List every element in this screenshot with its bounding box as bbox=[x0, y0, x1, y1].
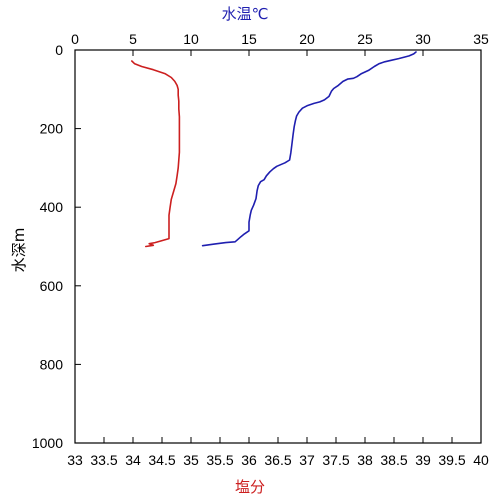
salinity-profile-line bbox=[131, 60, 181, 248]
x-top-tick-label: 20 bbox=[299, 31, 315, 47]
x-top-tick-label: 30 bbox=[415, 31, 431, 47]
x-top-tick-label: 35 bbox=[473, 31, 489, 47]
x-top-tick-label: 25 bbox=[357, 31, 373, 47]
x-bottom-tick-label: 38 bbox=[357, 452, 373, 468]
x-axis-bottom: 33 33.5 34 34.5 35 35.5 36 36.5 37 37.5 38 38.5 39 39… bbox=[67, 437, 489, 468]
x-bottom-tick-label: 40 bbox=[473, 452, 489, 468]
x-top-tick-label: 0 bbox=[71, 31, 79, 47]
x-bottom-tick-label: 39.5 bbox=[438, 452, 465, 468]
x-bottom-tick-label: 33.5 bbox=[90, 452, 117, 468]
x-bottom-tick-label: 34.5 bbox=[148, 452, 175, 468]
x-bottom-tick-label: 35 bbox=[183, 452, 199, 468]
x-bottom-tick-label: 39 bbox=[415, 452, 431, 468]
x-axis-top: 0 5 10 15 20 25 30 35 bbox=[71, 31, 489, 56]
x-bottom-tick-label: 33 bbox=[67, 452, 83, 468]
plot-frame bbox=[74, 49, 482, 444]
x-bottom-tick-label: 38.5 bbox=[380, 452, 407, 468]
y-axis-title: 水深m bbox=[10, 228, 28, 273]
y-tick-label: 400 bbox=[40, 199, 64, 215]
x-bottom-tick-label: 36.5 bbox=[264, 452, 291, 468]
series-layer bbox=[131, 51, 417, 248]
x-bottom-tick-label: 37.5 bbox=[322, 452, 349, 468]
x-bottom-tick-label: 36 bbox=[241, 452, 257, 468]
x-top-axis-title: 水温℃ bbox=[222, 5, 269, 23]
x-bottom-tick-label: 37 bbox=[299, 452, 315, 468]
x-bottom-tick-label: 35.5 bbox=[206, 452, 233, 468]
y-axis: 0 200 400 600 800 1000 bbox=[32, 42, 81, 451]
temperature-profile-line bbox=[201, 51, 417, 247]
y-tick-label: 800 bbox=[40, 356, 64, 372]
x-bottom-tick-label: 34 bbox=[125, 452, 141, 468]
y-tick-label: 600 bbox=[40, 278, 64, 294]
x-top-tick-label: 15 bbox=[241, 31, 257, 47]
y-tick-label: 200 bbox=[40, 121, 64, 137]
x-top-tick-label: 5 bbox=[129, 31, 137, 47]
x-top-tick-label: 10 bbox=[183, 31, 199, 47]
x-bottom-axis-title: 塩分 bbox=[235, 478, 265, 496]
y-tick-label: 0 bbox=[55, 42, 63, 58]
y-tick-label: 1000 bbox=[32, 435, 63, 451]
